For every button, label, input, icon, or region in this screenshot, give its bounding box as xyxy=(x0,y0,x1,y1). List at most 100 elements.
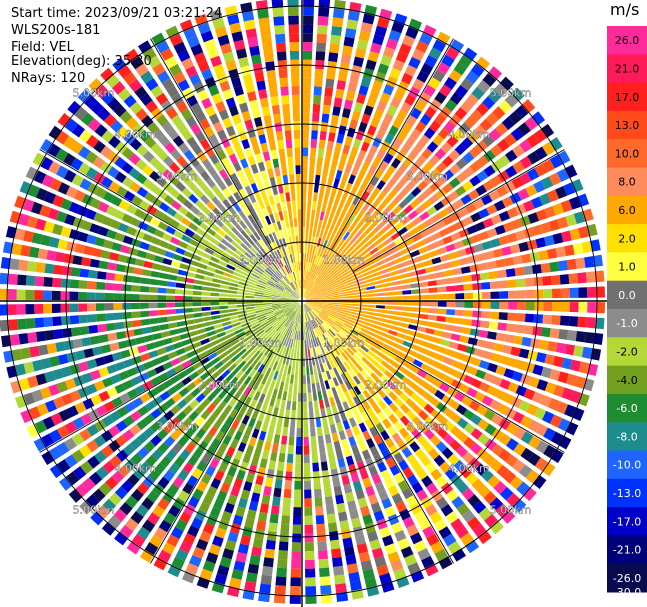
velocity-gate xyxy=(467,494,481,508)
velocity-gate xyxy=(434,548,449,562)
velocity-gate xyxy=(46,250,57,261)
velocity-gate xyxy=(385,457,396,469)
velocity-gate xyxy=(254,291,264,295)
velocity-gate xyxy=(313,319,319,328)
velocity-gate xyxy=(535,423,548,437)
velocity-gate xyxy=(302,200,307,210)
velocity-gate xyxy=(309,263,314,272)
velocity-gate xyxy=(184,313,194,320)
velocity-gate xyxy=(300,304,302,314)
velocity-gate xyxy=(181,376,192,386)
velocity-gate xyxy=(367,530,379,542)
velocity-gate xyxy=(475,184,487,196)
velocity-gate xyxy=(56,425,70,439)
velocity-gate xyxy=(203,276,213,282)
velocity-gate xyxy=(44,263,55,274)
velocity-gate xyxy=(283,382,289,392)
velocity-gate xyxy=(217,400,227,411)
velocity-gate xyxy=(217,203,227,213)
velocity-gate xyxy=(176,121,188,134)
velocity-gate xyxy=(341,171,350,182)
velocity-gate xyxy=(81,256,92,267)
range-ring-label: 5.00km xyxy=(490,504,532,517)
velocity-gate xyxy=(394,397,404,408)
velocity-gate xyxy=(312,227,317,237)
velocity-gate xyxy=(581,240,593,254)
velocity-gate xyxy=(168,175,180,187)
velocity-gate xyxy=(112,57,127,72)
velocity-gate xyxy=(507,357,518,368)
velocity-gate xyxy=(295,165,301,175)
velocity-gate xyxy=(290,294,299,299)
velocity-gate xyxy=(274,585,286,595)
velocity-gate xyxy=(149,217,161,227)
velocity-gate xyxy=(240,230,249,239)
velocity-gate xyxy=(523,388,536,401)
velocity-gate xyxy=(276,312,285,319)
velocity-gate xyxy=(313,275,320,284)
velocity-gate xyxy=(397,538,410,550)
velocity-gate xyxy=(105,476,119,490)
velocity-gate xyxy=(302,331,304,341)
velocity-gate xyxy=(419,32,433,46)
velocity-gate xyxy=(268,223,275,233)
velocity-gate xyxy=(273,113,282,124)
velocity-gate xyxy=(247,263,256,270)
colorbar-tick-label: 17.0 xyxy=(615,91,640,104)
velocity-gate xyxy=(110,195,123,207)
velocity-gate xyxy=(515,385,528,397)
velocity-gate xyxy=(429,396,441,408)
velocity-gate xyxy=(332,150,341,161)
velocity-gate xyxy=(208,334,218,342)
velocity-gate xyxy=(262,301,272,303)
velocity-gate xyxy=(512,160,525,174)
velocity-gate xyxy=(77,146,91,160)
velocity-gate xyxy=(391,432,403,444)
velocity-gate xyxy=(129,181,141,193)
velocity-gate xyxy=(223,176,233,187)
velocity-gate xyxy=(451,496,465,509)
velocity-gate xyxy=(106,387,118,398)
velocity-gate xyxy=(274,398,281,409)
velocity-gate xyxy=(293,121,301,131)
velocity-gate xyxy=(80,112,95,127)
velocity-gate xyxy=(302,357,306,367)
velocity-gate xyxy=(376,564,390,576)
velocity-gate xyxy=(244,396,252,407)
velocity-gate xyxy=(297,270,300,280)
velocity-gate xyxy=(300,261,302,271)
velocity-gate xyxy=(303,304,306,314)
velocity-gate xyxy=(353,385,362,396)
velocity-gate xyxy=(158,316,168,324)
velocity-gate xyxy=(257,8,269,19)
velocity-gate xyxy=(169,374,181,385)
velocity-gate xyxy=(248,500,259,512)
velocity-gate xyxy=(195,538,209,551)
velocity-gate xyxy=(337,315,347,321)
velocity-gate xyxy=(511,218,523,230)
velocity-gate xyxy=(584,256,595,268)
velocity-gate xyxy=(200,398,211,409)
velocity-gate xyxy=(397,381,408,391)
velocity-gate xyxy=(326,69,336,80)
colorbar-tick-label: -17.0 xyxy=(613,515,641,528)
velocity-gate xyxy=(173,212,184,222)
velocity-gate xyxy=(25,275,36,286)
velocity-gate xyxy=(215,347,225,356)
velocity-gate xyxy=(348,378,357,388)
velocity-gate xyxy=(313,264,318,274)
velocity-gate xyxy=(88,78,103,93)
velocity-gate xyxy=(202,316,212,322)
velocity-gate xyxy=(278,280,286,288)
velocity-gate xyxy=(339,520,350,531)
elevation-label: Elevation(deg): 35.30 xyxy=(11,54,152,69)
velocity-gate xyxy=(66,351,78,363)
velocity-gate xyxy=(367,125,377,136)
velocity-gate xyxy=(198,501,211,514)
velocity-gate xyxy=(292,339,296,349)
velocity-gate xyxy=(311,285,318,293)
velocity-gate xyxy=(106,229,117,240)
velocity-gate xyxy=(217,34,230,46)
velocity-gate xyxy=(534,163,548,177)
